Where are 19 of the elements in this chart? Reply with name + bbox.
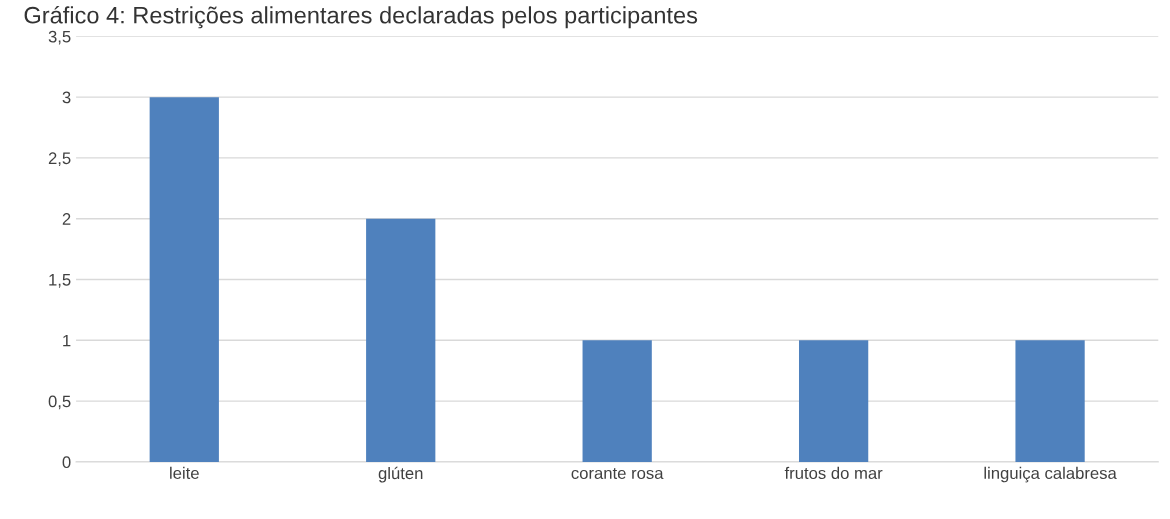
x-tick-label: leite xyxy=(170,466,199,480)
bar xyxy=(1015,340,1085,462)
y-tick-label: 1 xyxy=(63,334,71,347)
y-tick-label: 1,5 xyxy=(49,274,71,288)
bar xyxy=(366,218,436,462)
y-tick-label: 2,5 xyxy=(48,152,71,167)
y-tick-label: 2 xyxy=(62,213,71,225)
bar xyxy=(149,97,219,462)
y-tick-label: 3,5 xyxy=(48,30,71,45)
x-tick-label: glúten xyxy=(378,466,423,483)
x-tick-label: corante rosa xyxy=(571,468,664,480)
y-tick-label: 0,5 xyxy=(48,395,71,410)
y-tick-label: 3 xyxy=(62,91,71,104)
x-tick-label: linguiça calabresa xyxy=(984,466,1117,483)
bar xyxy=(582,340,652,462)
chart-title: Gráfico 4: Restrições alimentares declaradas pelos participantes xyxy=(24,5,698,29)
y-tick-label: 0 xyxy=(62,456,71,469)
x-tick-label: frutos do mar xyxy=(784,466,883,480)
bar xyxy=(798,340,869,462)
